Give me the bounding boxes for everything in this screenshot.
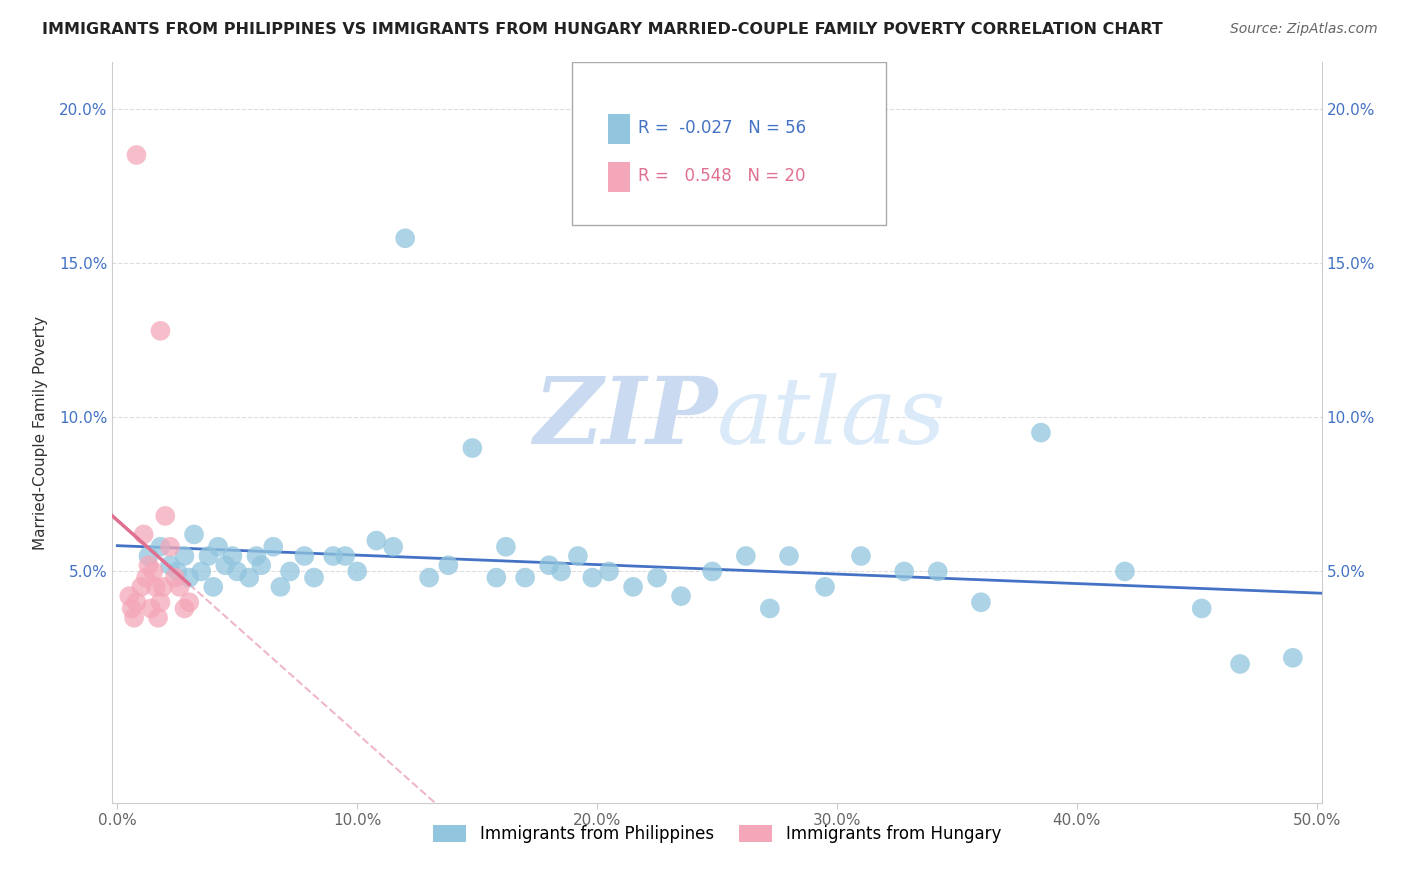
Point [129, 580, 152, 594]
Bar [609, 162, 630, 192]
Point [250, 558, 273, 573]
Point [1191, 601, 1213, 615]
Point [1229, 657, 1251, 671]
Point [262, 540, 284, 554]
Point [394, 231, 416, 245]
Point [1114, 565, 1136, 579]
Point [538, 558, 561, 573]
Point [149, 595, 172, 609]
Point [166, 565, 188, 579]
Point [485, 571, 508, 585]
Text: Source: ZipAtlas.com: Source: ZipAtlas.com [1230, 22, 1378, 37]
Point [132, 527, 155, 541]
Point [202, 580, 225, 594]
Point [149, 324, 172, 338]
FancyBboxPatch shape [572, 62, 886, 226]
Point [159, 540, 181, 554]
Point [278, 565, 301, 579]
Point [138, 558, 160, 573]
Point [734, 549, 756, 563]
Point [139, 601, 162, 615]
Text: R =   0.548   N = 20: R = 0.548 N = 20 [638, 167, 806, 185]
Point [513, 571, 536, 585]
Point [149, 540, 172, 554]
Text: R =  -0.027   N = 56: R = -0.027 N = 56 [638, 119, 807, 136]
Point [145, 580, 167, 594]
Point [135, 571, 157, 585]
Point [238, 571, 260, 585]
Legend: Immigrants from Philippines, Immigrants from Hungary: Immigrants from Philippines, Immigrants … [426, 819, 1008, 850]
Point [294, 549, 316, 563]
Point [169, 580, 191, 594]
Point [927, 565, 949, 579]
Point [118, 589, 141, 603]
Point [125, 148, 148, 162]
Point [382, 540, 405, 554]
Point [366, 533, 388, 548]
Point [226, 565, 249, 579]
Point [335, 549, 357, 563]
Point [190, 565, 212, 579]
Point [645, 571, 668, 585]
Point [849, 549, 872, 563]
Text: ZIP: ZIP [533, 373, 717, 463]
Point [173, 549, 195, 563]
Bar [609, 114, 630, 144]
Point [142, 565, 165, 579]
Point [269, 580, 291, 594]
Point [669, 589, 692, 603]
Point [163, 571, 186, 585]
Point [302, 571, 325, 585]
Point [702, 565, 724, 579]
Point [567, 549, 589, 563]
Point [778, 549, 800, 563]
Point [146, 610, 169, 624]
Point [121, 601, 143, 615]
Point [970, 595, 993, 609]
Text: IMMIGRANTS FROM PHILIPPINES VS IMMIGRANTS FROM HUNGARY MARRIED-COUPLE FAMILY POV: IMMIGRANTS FROM PHILIPPINES VS IMMIGRANT… [42, 22, 1163, 37]
Point [346, 565, 368, 579]
Point [814, 580, 837, 594]
Point [159, 558, 181, 573]
Point [125, 595, 148, 609]
Point [245, 549, 267, 563]
Point [197, 549, 219, 563]
Point [322, 549, 344, 563]
Point [122, 610, 145, 624]
Point [155, 508, 177, 523]
Point [173, 601, 195, 615]
Point [550, 565, 572, 579]
Point [581, 571, 603, 585]
Point [138, 549, 160, 563]
Point [1029, 425, 1052, 440]
Point [461, 441, 484, 455]
Y-axis label: Married-Couple Family Poverty: Married-Couple Family Poverty [34, 316, 48, 549]
Text: atlas: atlas [717, 373, 946, 463]
Point [759, 601, 782, 615]
Point [183, 527, 205, 541]
Point [621, 580, 644, 594]
Point [179, 571, 201, 585]
Point [418, 571, 440, 585]
Point [598, 565, 620, 579]
Point [207, 540, 229, 554]
Point [437, 558, 460, 573]
Point [221, 549, 243, 563]
Point [179, 595, 201, 609]
Point [893, 565, 915, 579]
Point [495, 540, 517, 554]
Point [1282, 650, 1305, 665]
Point [152, 580, 174, 594]
Point [214, 558, 236, 573]
